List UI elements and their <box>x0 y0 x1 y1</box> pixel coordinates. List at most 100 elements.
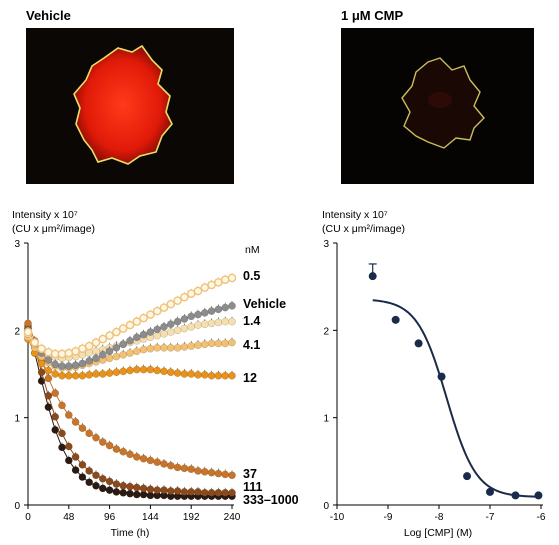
data-point <box>173 343 182 352</box>
data-point <box>228 317 236 326</box>
series-Vehicle <box>24 300 236 370</box>
data-point <box>214 371 223 380</box>
series-label: 37 <box>243 467 257 481</box>
series-label: Vehicle <box>243 297 286 311</box>
data-point <box>98 484 107 493</box>
data-point <box>98 350 107 359</box>
data-point <box>98 370 107 378</box>
right-ylabel-line2: (CU x μm²/image) <box>322 223 405 235</box>
data-point <box>228 302 236 310</box>
data-point <box>132 365 141 374</box>
data-point <box>112 445 121 453</box>
data-point <box>57 349 67 359</box>
data-point <box>437 372 446 381</box>
left-x-tick-label: 192 <box>183 512 200 523</box>
data-point <box>200 467 209 476</box>
data-point <box>153 343 162 352</box>
data-point <box>207 488 216 497</box>
data-point <box>166 461 175 470</box>
data-point <box>71 418 80 426</box>
data-point <box>166 487 175 495</box>
data-point <box>187 342 196 350</box>
data-point <box>119 350 128 359</box>
data-point <box>58 371 66 380</box>
right-y-tick-label: 0 <box>323 501 329 512</box>
data-point <box>194 341 202 350</box>
right-x-tick-label: -6 <box>537 512 546 523</box>
data-point <box>105 347 114 356</box>
data-point <box>37 344 46 353</box>
data-point <box>78 371 87 380</box>
data-point <box>194 488 202 496</box>
data-point <box>64 371 73 380</box>
data-point <box>51 412 60 421</box>
data-point <box>105 354 114 363</box>
series-111 <box>24 320 236 497</box>
data-point <box>58 443 66 452</box>
data-point <box>64 348 74 358</box>
data-point <box>214 305 223 314</box>
data-point <box>132 317 142 326</box>
data-point <box>228 471 236 480</box>
right-axes: -10 -9 -8 -7 -6 0 1 2 3 <box>323 239 545 523</box>
data-point <box>126 489 134 498</box>
data-point <box>173 296 182 305</box>
data-point <box>214 339 223 348</box>
data-point <box>173 317 182 326</box>
left-x-tick-label: 144 <box>142 512 159 523</box>
right-data-points <box>368 263 543 500</box>
data-point <box>64 456 73 465</box>
data-point <box>112 327 121 337</box>
right-y-tick-label: 1 <box>323 414 329 425</box>
data-point <box>37 368 46 377</box>
image-label-cmp: 1 μM CMP <box>341 8 403 23</box>
data-point <box>463 472 472 481</box>
data-point <box>119 340 128 349</box>
left-y-tick-label: 1 <box>14 414 20 425</box>
data-point <box>160 343 168 352</box>
series-label: 12 <box>243 371 257 385</box>
data-point <box>180 488 189 496</box>
data-point <box>118 324 128 333</box>
data-point <box>132 453 141 461</box>
data-point <box>187 312 196 321</box>
data-point <box>112 343 121 352</box>
data-point <box>187 322 196 331</box>
series-label: 0.5 <box>243 269 260 283</box>
data-point <box>173 463 182 472</box>
left-y-tick-label: 2 <box>14 326 20 337</box>
data-point <box>166 368 175 377</box>
data-point <box>71 371 80 380</box>
data-point <box>105 486 114 495</box>
time-course-chart: Intensity x 10⁷ (CU x μm²/image) nM Time… <box>12 209 299 539</box>
data-point <box>132 483 141 492</box>
data-point <box>44 356 53 364</box>
data-point <box>173 369 182 377</box>
data-point <box>58 429 66 438</box>
data-point <box>91 338 101 347</box>
data-point <box>146 365 155 374</box>
left-ylabel-line2: (CU x μm²/image) <box>12 223 95 235</box>
data-point <box>228 371 236 380</box>
data-point <box>228 488 236 497</box>
series-label: 1.4 <box>243 314 260 328</box>
data-point <box>152 306 162 316</box>
data-point <box>78 460 87 469</box>
dose-response-chart: Intensity x 10⁷ (CU x μm²/image) Log [CM… <box>322 209 546 539</box>
data-point <box>98 438 107 446</box>
data-point <box>221 470 230 479</box>
data-point <box>160 322 168 331</box>
data-point <box>44 347 53 357</box>
data-point <box>214 469 223 478</box>
data-point <box>51 370 60 378</box>
left-legend-title: nM <box>245 244 260 256</box>
data-point <box>85 371 94 379</box>
data-point <box>173 487 182 495</box>
data-point <box>71 466 80 474</box>
data-point <box>58 362 66 370</box>
data-point <box>166 328 175 336</box>
data-point <box>187 370 196 378</box>
data-point <box>98 334 108 344</box>
data-point <box>180 292 189 302</box>
